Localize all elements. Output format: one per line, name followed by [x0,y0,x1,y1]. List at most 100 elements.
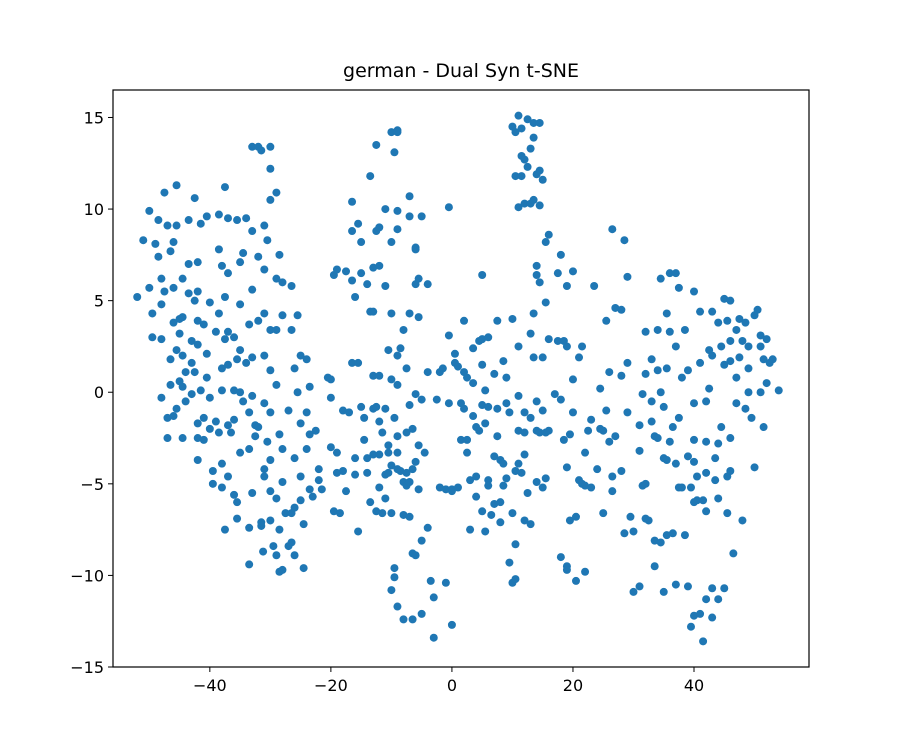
data-point [236,300,245,309]
data-point [529,195,538,204]
data-point [405,212,414,221]
data-point [236,448,245,457]
data-point [193,340,202,349]
data-point [690,399,699,408]
data-point [360,435,369,444]
data-point [469,344,478,353]
data-point [166,247,175,256]
data-point [254,252,263,261]
data-point [217,364,226,373]
data-point [444,399,453,408]
data-point [756,331,765,340]
y-tick-label: −15 [70,658,104,677]
data-point [538,175,547,184]
data-point [414,485,423,494]
data-point [484,481,493,490]
data-point [499,459,508,468]
data-point [372,402,381,411]
data-point [248,488,257,497]
data-point [223,214,232,223]
data-point [526,520,535,529]
data-point [348,197,357,206]
data-point [650,536,659,545]
data-point [490,452,499,461]
data-point [223,360,232,369]
data-point [656,274,665,283]
data-point [662,364,671,373]
data-point [396,467,405,476]
data-point [587,483,596,492]
data-point [290,454,299,463]
data-point [463,373,472,382]
data-point [202,373,211,382]
data-point [550,390,559,399]
x-tick-label: −20 [314,676,348,695]
data-point [211,327,220,336]
data-point [499,481,508,490]
data-point [457,435,465,444]
data-point [523,162,532,171]
data-point [726,434,735,443]
data-point [568,267,577,276]
data-point [381,494,390,503]
data-point [399,615,408,624]
data-point [432,395,441,404]
data-point [217,459,226,468]
data-point [351,454,360,463]
data-point [166,380,175,389]
data-point [714,595,723,604]
data-point [677,373,686,382]
data-point [508,509,517,518]
data-point [686,483,695,492]
data-point [338,406,347,415]
data-point [405,192,414,201]
data-point [196,386,205,395]
data-point [478,401,487,410]
data-point [750,463,759,472]
data-point [541,298,550,307]
data-point [508,314,517,323]
data-point [332,448,341,457]
data-point [538,483,547,492]
data-point [348,276,357,285]
data-point [599,509,608,518]
data-point [532,397,541,406]
data-point [674,413,683,422]
data-point [520,428,529,437]
data-point [393,432,402,441]
data-point [293,388,302,397]
data-point [475,426,484,435]
data-point [665,269,674,278]
data-point [696,307,705,316]
data-point [702,437,711,446]
data-point [444,331,453,340]
data-point [426,576,435,585]
data-point [629,527,638,536]
data-point [453,483,462,492]
data-point [744,364,753,373]
data-point [738,336,747,345]
data-point [405,401,414,410]
data-point [732,399,741,408]
data-point [351,470,360,479]
data-point [381,281,390,290]
data-point [145,206,154,215]
data-point [190,194,199,203]
data-point [293,311,302,320]
data-point [148,333,157,342]
data-point [175,329,184,338]
data-point [275,525,284,534]
chart-title: german - Dual Syn t-SNE [343,60,579,82]
data-point [369,307,378,316]
data-point [363,280,372,289]
data-point [659,402,668,411]
data-point [160,188,169,197]
data-point [160,287,169,296]
data-point [608,225,617,234]
data-point [199,435,208,444]
data-point [266,408,275,417]
data-point [227,428,236,437]
data-point [502,373,511,382]
data-point [187,358,196,367]
data-point [514,203,523,212]
